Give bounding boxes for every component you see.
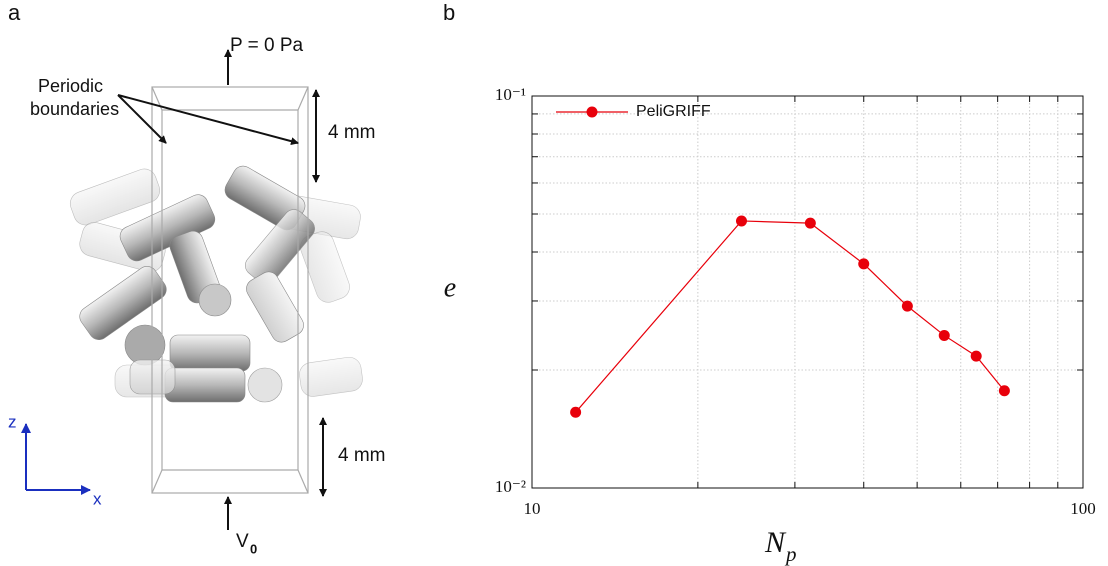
boundary-label: boundaries [30, 99, 119, 119]
series-line [575, 220, 1005, 413]
data-point [570, 406, 582, 418]
data-point [998, 385, 1010, 397]
data-point [858, 258, 870, 270]
x-tick-label: 10 [524, 499, 541, 518]
axis-label: z [8, 412, 17, 431]
axis-label: x [93, 489, 102, 508]
pressure-label: P = 0 Pa [230, 35, 304, 56]
illustration: a [8, 0, 386, 556]
data-point [804, 217, 816, 229]
plot-frame [531, 95, 1084, 489]
y-axis-label: e [444, 272, 456, 303]
velocity-subscript: 0 [250, 541, 257, 556]
panel-label: a [8, 0, 21, 25]
panel-label: b [443, 0, 455, 25]
boundary-label: Periodic [38, 76, 103, 96]
x-axis-label-subscript: p [784, 542, 797, 566]
data-point [901, 300, 913, 312]
y-tick-label: 10⁻² [495, 477, 526, 496]
velocity-label: V [236, 531, 249, 552]
x-tick-label: 100 [1070, 499, 1096, 518]
height-label: 4 mm [328, 122, 376, 143]
data-point [970, 350, 982, 362]
particles [69, 165, 363, 403]
arrows [117, 49, 327, 530]
data-point [735, 215, 747, 227]
height-label: 4 mm [338, 445, 386, 466]
y-tick-label: 10⁻¹ [495, 85, 526, 104]
plot: 10 100 10⁻² 10⁻¹ N p e PeliGRIFF [444, 85, 1096, 566]
x-axis-label: N [764, 526, 787, 559]
legend-marker [586, 106, 598, 118]
legend-label: PeliGRIFF [636, 103, 711, 120]
coordinate-axes [21, 423, 91, 495]
data-point [938, 329, 950, 341]
domain-box [151, 86, 309, 494]
